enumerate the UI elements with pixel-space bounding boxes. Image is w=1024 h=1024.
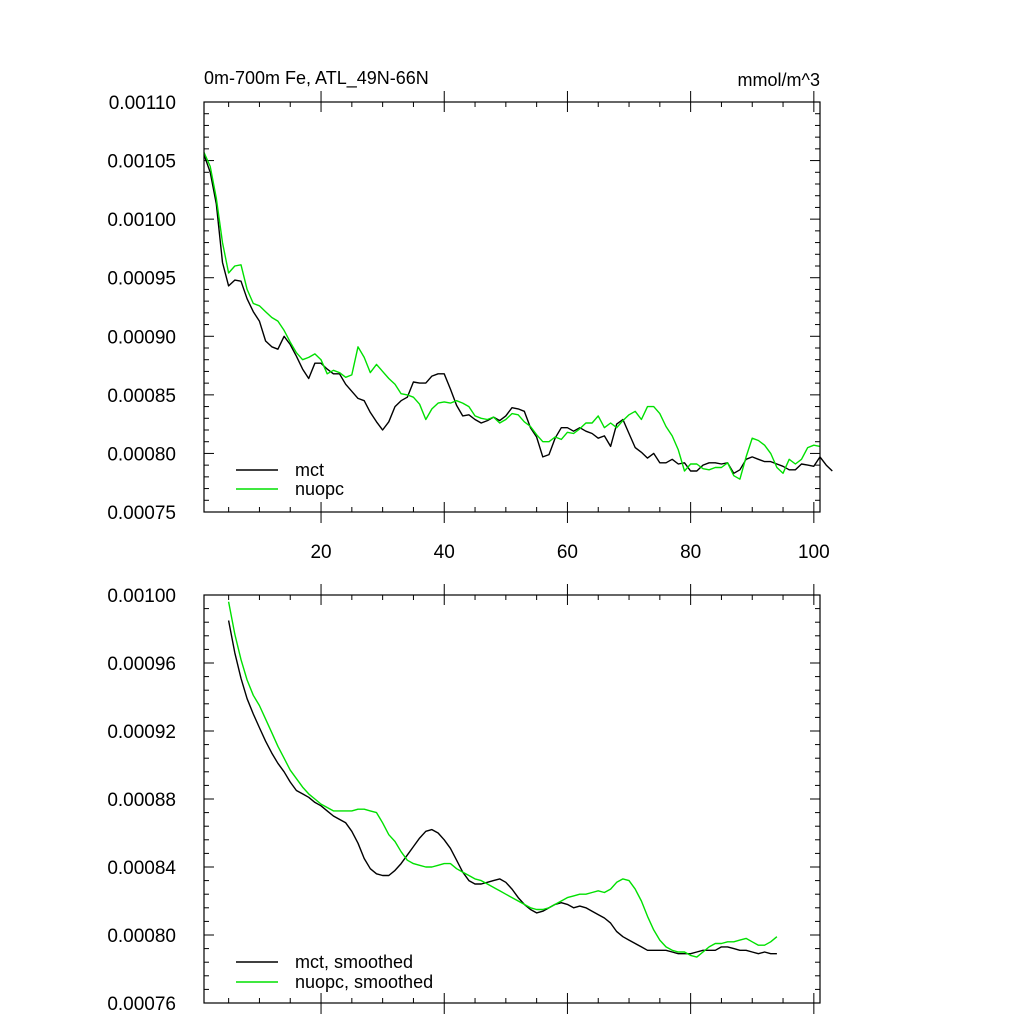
top-panel: 0m-700m Fe, ATL_49N-66N mmol/m^3 20 40 60 8… [107,68,833,563]
x-tick-label: 40 [434,542,455,563]
y-tick-label: 0.00088 [107,790,176,811]
y-tick-label: 0.00076 [107,994,176,1015]
legend-label: nuopc [295,479,344,499]
y-tick-label: 0.00110 [109,93,176,114]
legend-label: mct [295,460,324,480]
y-tick-label: 0.00105 [107,152,176,173]
series-line-mct-smoothed [227,620,777,955]
x-tick-label: 80 [680,542,701,563]
plot-frame [203,101,821,513]
plot-frame [203,594,821,1004]
y-tick-label: 0.00090 [107,327,176,348]
series-line-nuopc-smoothed [227,601,778,958]
chart-units: mmol/m^3 [738,70,820,90]
chart-title: 0m-700m Fe, ATL_49N-66N [204,68,429,89]
legend-label: nuopc, smoothed [295,972,433,992]
legend-label: mct, smoothed [295,952,413,972]
y-tick-label: 0.00096 [107,654,176,675]
y-tick-label: 0.00100 [107,210,176,231]
y-tick-label: 0.00092 [107,722,176,743]
x-tick-label: 60 [557,542,578,563]
y-tick-label: 0.00080 [107,926,176,947]
bottom-panel: 0.00076 0.00080 0.00084 0.00088 0.00092 0.000… [107,584,821,1015]
y-tick-label: 0.00095 [107,269,176,290]
x-tick-label: 20 [310,542,331,563]
series-line-nuopc [203,152,821,480]
y-tick-label: 0.00084 [107,858,176,879]
y-tick-label: 0.00100 [107,586,176,607]
series-line-mct [203,154,833,474]
y-tick-label: 0.00075 [107,503,176,524]
x-tick-label: 100 [798,542,830,563]
y-tick-label: 0.00085 [107,386,176,407]
y-tick-label: 0.00080 [107,444,176,465]
